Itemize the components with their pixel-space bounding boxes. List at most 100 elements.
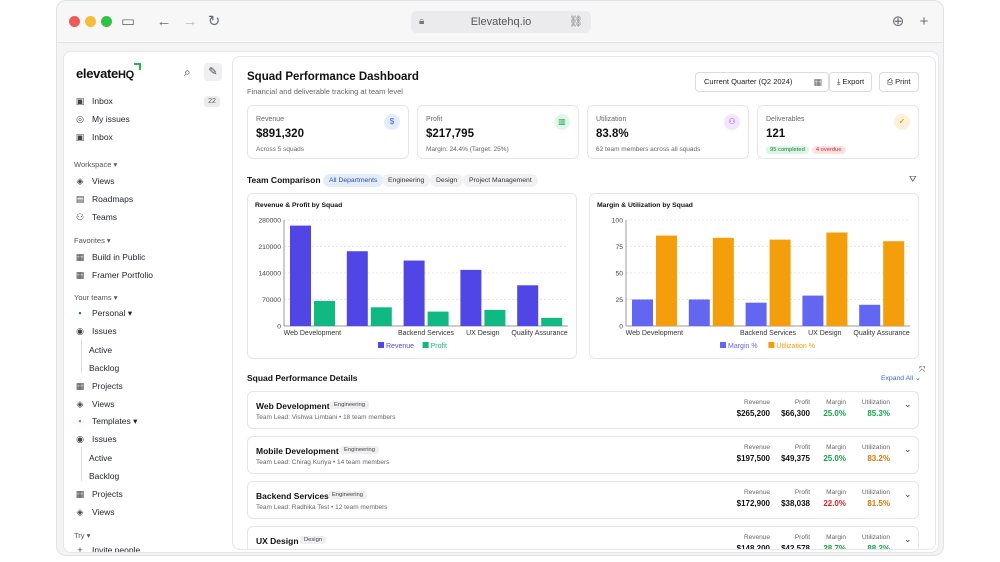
legend-label[interactable]: Utilization % [776, 343, 815, 350]
templates-team-icon: ▪ [78, 416, 82, 426]
metric-value: $172,900 [736, 499, 770, 508]
sidebar-item-teams[interactable]: ⚇ Teams [74, 209, 117, 225]
bar-profit-4[interactable] [541, 317, 563, 326]
legend-swatch [768, 342, 775, 348]
squad-row[interactable]: Web Development Engineering Team Lead: Vis… [247, 391, 919, 429]
chevron-down-icon[interactable]: ⌄ [904, 489, 912, 499]
print-button[interactable]: ⎙ Print [879, 72, 919, 92]
bar-margin--4[interactable] [859, 304, 881, 326]
margin-utilization-chart-svg: 0 25 50 75 100 Web Development Backend Service… [612, 218, 910, 350]
y-tick-label: 70000 [262, 297, 281, 304]
export-button[interactable]: ⤓ Export [829, 72, 873, 92]
filter-icon[interactable]: ⛛ [909, 174, 917, 184]
team-personal-views[interactable]: ◈ Views [74, 396, 115, 412]
download-icon: ⤓ [837, 77, 841, 86]
bar-utilization--2[interactable] [769, 239, 791, 326]
sidebar-item-views[interactable]: ◈ Views [74, 173, 115, 189]
workspace-section[interactable]: Workspace ▾ [74, 160, 118, 169]
team-templates-active[interactable]: Active [89, 453, 113, 463]
team-personal[interactable]: ▪ Personal ▾ [74, 305, 132, 321]
bar-utilization--0[interactable] [656, 235, 677, 326]
team-templates[interactable]: ▪ Templates ▾ [74, 413, 137, 429]
bar-profit-3[interactable] [484, 309, 506, 326]
sidebar-item-inbox-2[interactable]: ▣ Inbox [74, 129, 113, 145]
chevron-down-icon[interactable]: ⌄ [904, 444, 912, 454]
back-arrow-icon[interactable]: ← [156, 13, 172, 30]
bar-profit-0[interactable] [314, 300, 335, 326]
metric-label: Margin [826, 444, 846, 451]
legend-label[interactable]: Margin % [728, 343, 758, 350]
compose-icon[interactable]: ✎ [204, 63, 222, 81]
filter-engineering[interactable]: Engineering [382, 174, 431, 187]
team-templates-views[interactable]: ◈ Views [74, 504, 115, 520]
your-teams-section[interactable]: Your teams ▾ [74, 293, 118, 302]
bar-revenue-2[interactable] [403, 260, 425, 326]
filter-design[interactable]: Design [430, 174, 464, 187]
bar-utilization--3[interactable] [826, 232, 848, 326]
print-label: Print [895, 77, 911, 86]
bar-margin--3[interactable] [802, 295, 824, 326]
address-bar[interactable]: 🔒︎ Elevatehq.io ⛓︎ [411, 11, 591, 33]
team-personal-issues[interactable]: ◉ Issues [74, 323, 117, 339]
team-lead: Team Lead: Chirag Kuriya • 14 team membe… [256, 459, 390, 466]
bar-margin--2[interactable] [745, 302, 767, 326]
minimize-window-button[interactable] [85, 16, 96, 27]
search-icon[interactable]: ⌕ [184, 65, 191, 79]
maximize-window-button[interactable] [101, 16, 112, 27]
team-templates-projects[interactable]: ▦ Projects [74, 486, 123, 502]
invite-people-button[interactable]: + Invite people [74, 542, 140, 552]
team-personal-active[interactable]: Active [89, 345, 113, 355]
bar-revenue-3[interactable] [460, 269, 482, 326]
bar-utilization--1[interactable] [712, 237, 734, 326]
collapse-icon[interactable]: ⤧ [919, 365, 926, 374]
squad-row[interactable]: Backend Services Engineering Team Lead: Ra… [247, 481, 919, 519]
sidebar-item-label: Build in Public [92, 252, 146, 262]
squad-name: UX Design [256, 536, 299, 546]
chevron-down-icon[interactable]: ⌄ [904, 534, 912, 544]
bar-margin--0[interactable] [632, 299, 653, 327]
sidebar-item-my-issues[interactable]: ◎ My issues [74, 111, 130, 127]
bar-revenue-4[interactable] [517, 285, 539, 326]
sidebar-item-label: Framer Portfolio [92, 270, 153, 280]
team-personal-projects[interactable]: ▦ Projects [74, 378, 123, 394]
reload-icon[interactable]: ↻ [207, 13, 221, 30]
bar-revenue-0[interactable] [290, 225, 311, 326]
sidebar-item-framer-portfolio[interactable]: ▦ Framer Portfolio [74, 267, 153, 283]
team-personal-backlog[interactable]: Backlog [89, 363, 120, 373]
close-window-button[interactable] [69, 16, 80, 27]
department-tag: Engineering [340, 446, 379, 454]
favorites-section[interactable]: Favorites ▾ [74, 236, 111, 245]
bar-profit-2[interactable] [427, 311, 449, 326]
filter-project-management[interactable]: Project Management [463, 174, 538, 187]
filter-all-departments[interactable]: All Departments [323, 174, 384, 187]
calendar-icon: ▦ [813, 77, 822, 87]
sidebar-item-build-in-public[interactable]: ▦ Build in Public [74, 249, 146, 265]
new-tab-icon[interactable]: + [919, 13, 929, 30]
sidebar-item-inbox[interactable]: ▣ Inbox [74, 93, 113, 109]
download-icon[interactable]: ⊕ [891, 13, 905, 30]
expand-all-button[interactable]: Expand All ⌄ [881, 375, 921, 382]
quarter-select[interactable]: Current Quarter (Q2 2024) ▦ [695, 72, 829, 92]
forward-arrow-icon[interactable]: → [182, 13, 198, 30]
link-icon[interactable]: ⛓︎ [569, 16, 583, 28]
layers-icon: ◈ [76, 176, 84, 186]
users-icon: ⚇ [75, 212, 85, 222]
bar-utilization--4[interactable] [883, 241, 905, 326]
team-templates-issues[interactable]: ◉ Issues [74, 431, 117, 447]
squad-row[interactable]: Mobile Development Engineering Team Lead: … [247, 436, 919, 474]
bar-revenue-1[interactable] [346, 251, 368, 326]
try-section[interactable]: Try ▾ [74, 531, 91, 540]
legend-swatch [422, 342, 429, 348]
team-templates-backlog[interactable]: Backlog [89, 471, 120, 481]
bar-profit-1[interactable] [370, 307, 392, 326]
legend-label[interactable]: Revenue [386, 343, 414, 350]
grid-icon: ▦ [75, 489, 85, 499]
bar-margin--1[interactable] [688, 299, 710, 327]
legend-label[interactable]: Profit [431, 343, 447, 350]
metric-label: Profit [794, 399, 810, 406]
tree-line [81, 339, 82, 373]
chevron-down-icon[interactable]: ⌄ [904, 399, 912, 409]
sidebar-toggle-icon[interactable]: ▭ [120, 13, 136, 30]
sidebar-item-roadmaps[interactable]: ▤ Roadmaps [74, 191, 133, 207]
